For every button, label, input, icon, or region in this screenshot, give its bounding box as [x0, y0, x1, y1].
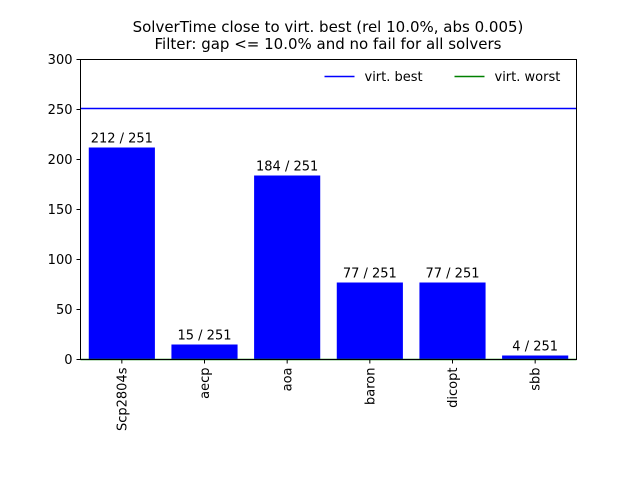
- x-tick-label-baron: baron: [363, 368, 378, 405]
- bar-value-label: 77 / 251: [426, 267, 480, 282]
- y-tick-label: 200: [48, 153, 73, 168]
- bar-value-label: 77 / 251: [343, 267, 397, 282]
- x-tick-label-sbb: sbb: [529, 368, 544, 391]
- legend: virt. best virt. worst: [324, 70, 561, 85]
- bar-Scp2804s: [88, 147, 155, 360]
- y-tick-label: 250: [48, 103, 73, 118]
- x-tick-label-Scp2804s: Scp2804s: [115, 367, 130, 431]
- x-tick-label-aecp: aecp: [198, 368, 213, 399]
- chart-subtitle: Filter: gap <= 10.0% and no fail for all…: [155, 35, 502, 53]
- y-tick-label: 300: [48, 53, 73, 68]
- legend-label: virt. worst: [495, 70, 561, 85]
- x-tick-label-dicopt: dicopt: [446, 368, 461, 408]
- bar-value-label: 212 / 251: [91, 132, 153, 147]
- bar-dicopt: [419, 282, 486, 360]
- chart-title: SolverTime close to virt. best (rel 10.0…: [133, 18, 524, 36]
- y-tick-label: 150: [48, 203, 73, 218]
- bars-group: 212 / 251 15 / 251 184 / 251 77 / 251 77 / 2…: [88, 132, 569, 360]
- y-axis: 0 50 100 150 200 250 300: [48, 53, 81, 368]
- bar-value-label: 4 / 251: [512, 340, 558, 355]
- x-axis: Scp2804s aecp aoa baron dicopt sbb: [115, 359, 544, 431]
- bar-value-label: 15 / 251: [178, 329, 232, 344]
- bar-value-label: 184 / 251: [256, 160, 318, 175]
- y-tick-label: 50: [56, 303, 73, 318]
- bar-sbb: [502, 355, 569, 360]
- bar-aecp: [171, 344, 238, 360]
- bar-baron: [336, 282, 403, 360]
- bar-aoa: [254, 175, 321, 360]
- y-tick-label: 100: [48, 253, 73, 268]
- y-tick-label: 0: [64, 353, 72, 368]
- legend-label: virt. best: [365, 70, 423, 85]
- x-tick-label-aoa: aoa: [281, 368, 296, 392]
